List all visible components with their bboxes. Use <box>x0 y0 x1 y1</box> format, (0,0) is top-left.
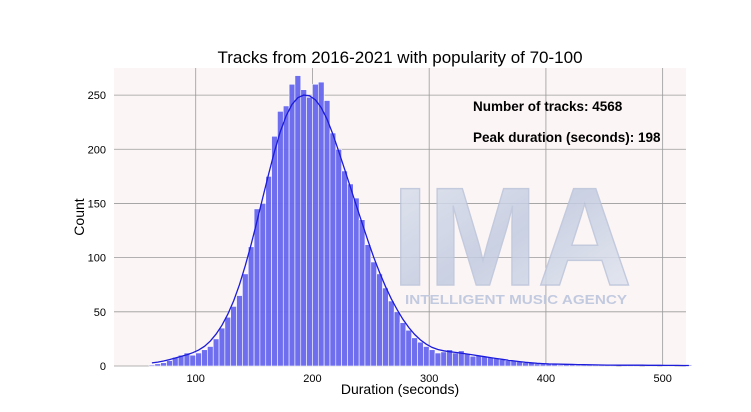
histogram-bar <box>504 360 512 367</box>
histogram-bar <box>388 300 395 367</box>
histogram-bar <box>475 354 483 367</box>
x-axis-ticks: 100 200 300 400 500 <box>187 373 672 385</box>
histogram-bar <box>364 244 372 367</box>
histogram-bar <box>428 349 436 367</box>
histogram-bar <box>306 96 313 367</box>
histogram-bar <box>195 352 202 367</box>
histogram-bar <box>282 105 290 367</box>
histogram-bar <box>189 354 197 367</box>
annotation-track-count: Number of tracks: 4568 <box>473 99 623 114</box>
histogram-bar <box>166 360 173 367</box>
y-axis-title: Count <box>71 198 87 235</box>
y-tick-label: 50 <box>94 307 106 319</box>
histogram-bar <box>323 100 331 367</box>
histogram-bar <box>533 363 541 367</box>
histogram-bar <box>218 327 226 367</box>
histogram-bar <box>212 338 220 367</box>
histogram-bar <box>242 273 249 367</box>
histogram-bar <box>522 362 529 367</box>
x-tick-label: 100 <box>187 373 205 385</box>
histogram-bar <box>493 358 500 367</box>
annotation-peak-duration: Peak duration (seconds): 198 <box>473 130 661 145</box>
histogram-bar <box>207 346 214 367</box>
histogram-bar <box>498 359 506 367</box>
y-tick-label: 200 <box>88 144 106 156</box>
histogram-bar <box>148 364 156 367</box>
histogram-bar <box>382 287 389 367</box>
histogram-bar <box>294 75 302 367</box>
histogram-bar <box>160 362 167 367</box>
x-tick-label: 300 <box>420 373 438 385</box>
watermark: IMA INTELLIGENT MUSIC AGENCY <box>391 157 633 316</box>
histogram-bar <box>417 341 424 367</box>
histogram-bar <box>557 364 564 367</box>
histogram-bar <box>265 176 272 367</box>
histogram-bar <box>463 353 471 367</box>
x-tick-label: 500 <box>653 373 671 385</box>
histogram-bar <box>271 135 278 367</box>
kde-curve <box>151 94 689 367</box>
histogram-bar <box>353 197 360 367</box>
histogram-bar <box>452 352 459 367</box>
histogram-bar <box>288 83 296 367</box>
histogram-bar <box>236 295 243 367</box>
histogram-bar <box>440 351 447 367</box>
histogram-bar <box>317 81 325 367</box>
histogram-bar <box>154 363 161 367</box>
histogram-bar <box>405 329 412 367</box>
histogram-bar <box>312 83 319 367</box>
y-tick-label: 0 <box>100 361 106 373</box>
histogram-bar <box>277 111 284 367</box>
histogram-bar <box>487 357 494 367</box>
y-tick-label: 100 <box>88 253 106 265</box>
histogram-bar <box>253 208 261 367</box>
histogram-bar <box>347 183 354 367</box>
chart-title: Tracks from 2016-2021 with popularity of… <box>217 48 582 67</box>
histogram-bar <box>259 203 267 367</box>
histogram-bar <box>201 349 208 367</box>
y-tick-label: 150 <box>88 198 106 210</box>
x-axis-title: Duration (seconds) <box>341 381 459 397</box>
x-tick-label: 400 <box>537 373 555 385</box>
histogram-bar <box>329 132 337 367</box>
histogram-bar <box>300 89 307 367</box>
histogram-bar <box>376 273 383 367</box>
histogram-bar <box>224 316 232 367</box>
histogram-bar <box>358 219 366 367</box>
histogram-bar <box>399 322 407 367</box>
x-tick-label: 200 <box>303 373 321 385</box>
histogram-bar <box>411 337 418 367</box>
y-tick-label: 250 <box>88 90 106 102</box>
histogram-bar <box>247 246 255 367</box>
watermark-logo: IMA <box>392 158 632 315</box>
histogram-bar <box>335 148 342 367</box>
histogram-bars <box>148 75 693 367</box>
histogram-bar <box>469 355 477 367</box>
histogram-bar <box>370 261 377 367</box>
grid-lines <box>114 68 686 367</box>
watermark-subtitle: INTELLIGENT MUSIC AGENCY <box>405 292 627 307</box>
y-axis-ticks: 0 50 100 150 200 250 <box>88 90 106 373</box>
histogram-bar <box>434 352 442 367</box>
histogram-bar <box>481 355 488 367</box>
histogram-bar <box>341 170 348 367</box>
histogram-bar <box>393 311 401 367</box>
histogram-bar <box>423 346 430 367</box>
histogram-bar <box>230 306 237 367</box>
